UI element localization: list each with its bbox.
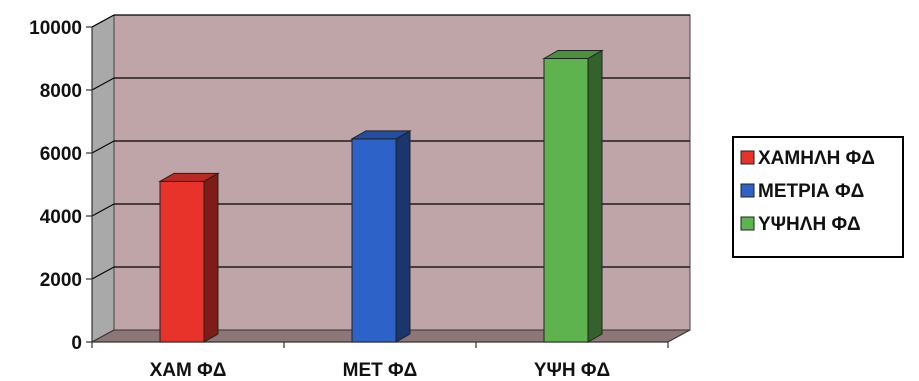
gridline-side (91, 266, 115, 280)
legend-label: ΥΨΗΛΗ ΦΔ (758, 214, 861, 235)
bars (158, 49, 604, 343)
legend: ΧΑΜΗΛΗ ΦΔ ΜΕΤΡΙΑ ΦΔ ΥΨΗΛΗ ΦΔ (732, 136, 904, 258)
axes: 0 2000 4000 6000 8000 10000 ΧΑΜ ΦΔ ΜΕΤ ΦΔ ΥΨΗ ΦΔ (29, 18, 669, 381)
bar (542, 49, 604, 343)
legend-label: ΧΑΜΗΛΗ ΦΔ (758, 148, 875, 169)
y-tick-label: 10000 (29, 18, 82, 39)
x-category-label: ΧΑΜ ΦΔ (150, 360, 227, 381)
bar (158, 172, 220, 343)
y-tick-label: 8000 (40, 81, 82, 102)
bar-top (158, 172, 220, 182)
legend-swatch (740, 150, 755, 165)
legend-swatch (740, 183, 755, 198)
legend-label: ΜΕΤΡΙΑ ΦΔ (758, 181, 864, 202)
gridline-side (91, 203, 115, 217)
bar-side (203, 172, 219, 343)
gridline-side (91, 140, 115, 154)
y-tick-label: 6000 (40, 144, 82, 165)
bar-front (543, 58, 589, 343)
bar (350, 129, 412, 343)
y-tick-label: 0 (71, 333, 82, 354)
gridline-side (91, 77, 115, 91)
bar-side (587, 49, 603, 343)
bar-side (395, 129, 411, 343)
x-category-label: ΜΕΤ ΦΔ (343, 360, 418, 381)
legend-box (732, 136, 904, 258)
bar-top (350, 130, 412, 140)
bar-front (351, 138, 397, 343)
bar-top (542, 50, 604, 59)
x-category-label: ΥΨΗ ΦΔ (534, 360, 610, 381)
plot-side-wall (91, 14, 115, 343)
bar-front (159, 180, 205, 343)
legend-swatch (740, 216, 755, 231)
y-tick-label: 4000 (40, 207, 82, 228)
gridline-side (91, 14, 115, 28)
y-tick-label: 2000 (40, 270, 82, 291)
